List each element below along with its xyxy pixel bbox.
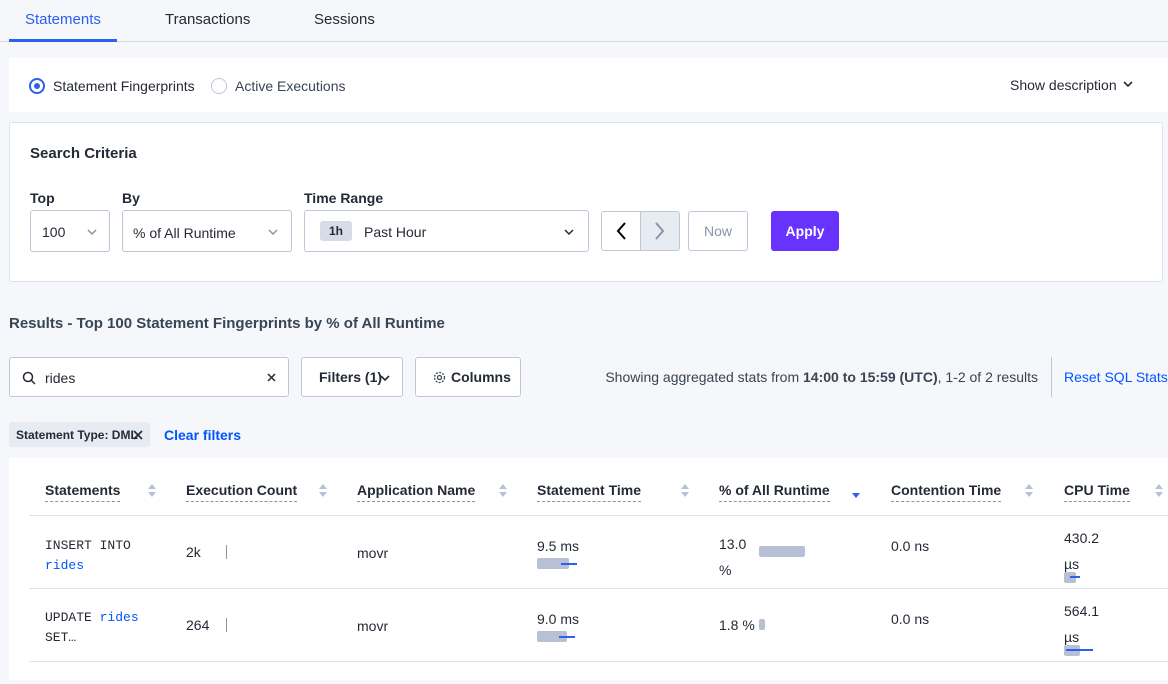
chevron <box>1123 81 1133 88</box>
sql-text: UPDATE <box>45 610 92 625</box>
column-header[interactable]: % of All Runtime <box>719 482 830 502</box>
stats-range: 14:00 to 15:59 (UTC) <box>803 369 938 385</box>
sql-text: SET… <box>45 630 77 645</box>
filters-button[interactable]: Filters (1) <box>301 357 403 397</box>
tag-text: Statement Type: DML <box>16 428 138 442</box>
radio-checked[interactable] <box>29 78 45 94</box>
sort-icon[interactable] <box>148 483 156 499</box>
tab[interactable]: Transactions <box>165 11 251 28</box>
sql-text: INSERT INTO <box>45 538 131 553</box>
cell: movr <box>357 545 389 561</box>
search-value: rides <box>45 370 76 386</box>
cell: 564.1 µs <box>1064 603 1100 645</box>
cell: 1.8 % <box>719 617 755 633</box>
select-value: Past Hour <box>364 224 427 240</box>
stats-suffix: , 1-2 of 2 results <box>937 369 1038 385</box>
mini-bar <box>759 619 765 630</box>
select-value: % of All Runtime <box>133 225 236 241</box>
button-text: Columns <box>451 369 511 385</box>
mini-bar <box>537 631 567 642</box>
time-select[interactable]: 1h Past Hour <box>304 210 589 252</box>
sort-icon[interactable] <box>1025 483 1033 499</box>
column-header[interactable]: Execution Count <box>186 482 298 502</box>
select-value: 100 <box>42 224 66 240</box>
sql-table: rides <box>45 558 85 573</box>
column-header[interactable]: Application Name <box>357 482 476 502</box>
row-divider <box>29 661 1168 662</box>
button-text: Filters (1) <box>319 369 383 385</box>
cell: movr <box>357 618 389 634</box>
top-select[interactable]: 100 <box>30 210 110 252</box>
column-header[interactable]: CPU Time <box>1064 482 1130 502</box>
cell: 0.0 ns <box>891 611 930 627</box>
clear-filters[interactable]: Clear filters <box>164 427 242 443</box>
search-panel <box>9 122 1163 282</box>
sort-icon[interactable] <box>852 483 860 499</box>
sort-icon[interactable] <box>681 483 689 499</box>
prev-button[interactable] <box>601 211 641 251</box>
sort-icon[interactable] <box>319 483 327 499</box>
statement-cell[interactable]: INSERT INTO rides <box>45 536 131 576</box>
columns-button[interactable]: Columns <box>415 357 521 397</box>
mini-bar <box>537 558 569 569</box>
tab-underline <box>9 39 117 42</box>
next-button[interactable] <box>640 211 680 251</box>
now-button[interactable]: Now <box>688 211 748 251</box>
sql-table: rides <box>99 610 139 625</box>
row-divider <box>29 515 1168 516</box>
table <box>9 458 1168 680</box>
panel-title: Search Criteria <box>30 145 137 162</box>
mini-bar <box>226 545 227 559</box>
radio-label[interactable]: Statement Fingerprints <box>53 78 195 94</box>
row-divider <box>29 588 1168 589</box>
cell: 430.2 µs <box>1064 530 1100 572</box>
cell: 9.5 ms <box>537 538 580 554</box>
by-select[interactable]: % of All Runtime <box>122 210 292 252</box>
column-header[interactable]: Contention Time <box>891 482 1002 502</box>
cell: 0.0 ns <box>891 538 930 554</box>
field-label: By <box>122 190 140 206</box>
filter-tag[interactable]: Statement Type: DML <box>9 422 150 447</box>
results-title: Results - Top 100 Statement Fingerprints… <box>9 315 445 332</box>
cell: 9.0 ms <box>537 611 580 627</box>
radio-label[interactable]: Active Executions <box>235 78 346 94</box>
separator <box>1051 357 1052 397</box>
stats-text: Showing aggregated stats from 14:00 to 1… <box>605 369 1038 385</box>
mini-bar-dev <box>1070 576 1080 578</box>
mini-bar <box>226 618 227 632</box>
show-description[interactable]: Show description <box>1010 77 1117 93</box>
mode-panel <box>9 58 1168 112</box>
tab[interactable]: Statements <box>25 11 101 28</box>
mini-bar-dev <box>561 563 577 565</box>
tab[interactable]: Sessions <box>314 11 375 28</box>
column-header[interactable]: Statements <box>45 482 121 502</box>
field-label: Time Range <box>304 190 384 206</box>
statement-cell[interactable]: UPDATE rides SET… <box>45 608 139 648</box>
cell: 2k <box>186 544 201 560</box>
cell: 264 <box>186 617 210 633</box>
apply-button[interactable]: Apply <box>771 211 839 251</box>
radio[interactable] <box>211 78 227 94</box>
reset-link[interactable]: Reset SQL Stats <box>1064 369 1168 385</box>
sort-icon[interactable] <box>1155 483 1163 499</box>
cell: 13.0 % <box>719 536 747 578</box>
mini-bar <box>759 546 805 557</box>
sort-icon[interactable] <box>499 483 507 499</box>
mini-bar-dev <box>1066 649 1093 651</box>
column-header[interactable]: Statement Time <box>537 482 641 502</box>
mini-bar-dev <box>559 636 575 638</box>
search-box[interactable]: rides <box>9 357 289 397</box>
field-label: Top <box>30 190 55 206</box>
stats-prefix: Showing aggregated stats from <box>605 369 800 385</box>
tab-divider <box>0 41 1168 42</box>
time-badge: 1h <box>320 221 353 241</box>
